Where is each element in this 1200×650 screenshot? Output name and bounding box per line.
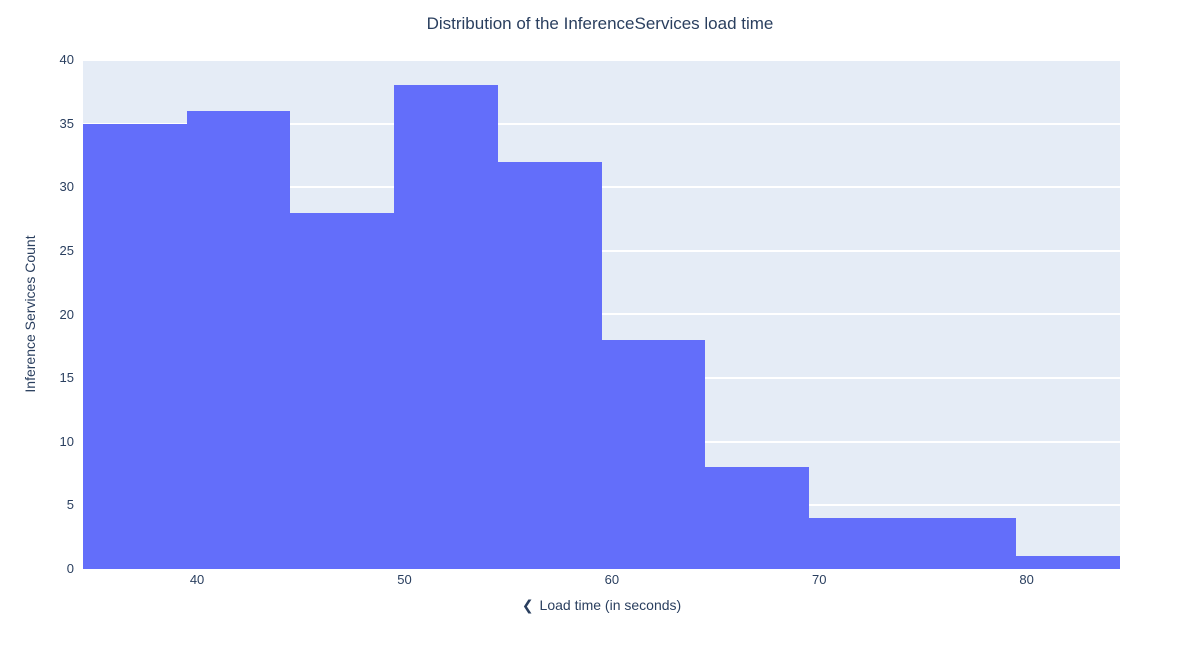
y-tick-label: 0	[66, 561, 74, 576]
histogram-bar	[705, 467, 809, 569]
y-tick-label: 5	[66, 497, 74, 513]
y-tick-label: 40	[59, 52, 74, 67]
histogram-bar	[187, 111, 290, 569]
y-tick-label: 10	[59, 433, 74, 449]
histogram-bar	[394, 85, 498, 569]
chart-title: Distribution of the InferenceServices lo…	[426, 14, 774, 33]
y-tick-label: 35	[59, 115, 74, 131]
gridline	[83, 60, 1120, 61]
x-tick-label: 50	[397, 572, 412, 587]
left-angle-icon: ❮	[521, 597, 534, 613]
histogram-bar	[602, 340, 705, 569]
histogram-bar	[1016, 556, 1120, 569]
x-tick-label: 40	[189, 572, 205, 587]
histogram-bar	[498, 162, 602, 569]
x-tick-label: 60	[604, 572, 620, 587]
x-tick-label: 80	[1019, 572, 1034, 587]
x-axis-title-text: Load time (in seconds)	[539, 597, 682, 613]
histogram-bar	[83, 124, 187, 569]
y-tick-label: 20	[59, 306, 74, 322]
y-tick-label: 15	[59, 370, 74, 386]
gridline	[83, 123, 1120, 125]
y-tick-label: 30	[59, 179, 74, 195]
x-tick-label: 70	[812, 572, 827, 587]
x-axis-title: ❮ Load time (in seconds)	[83, 597, 1120, 614]
histogram-bar	[809, 518, 913, 569]
histogram-bar	[913, 518, 1016, 569]
histogram-bar	[290, 213, 394, 569]
y-tick-label: 25	[59, 242, 74, 258]
plot-area[interactable]	[83, 60, 1120, 569]
